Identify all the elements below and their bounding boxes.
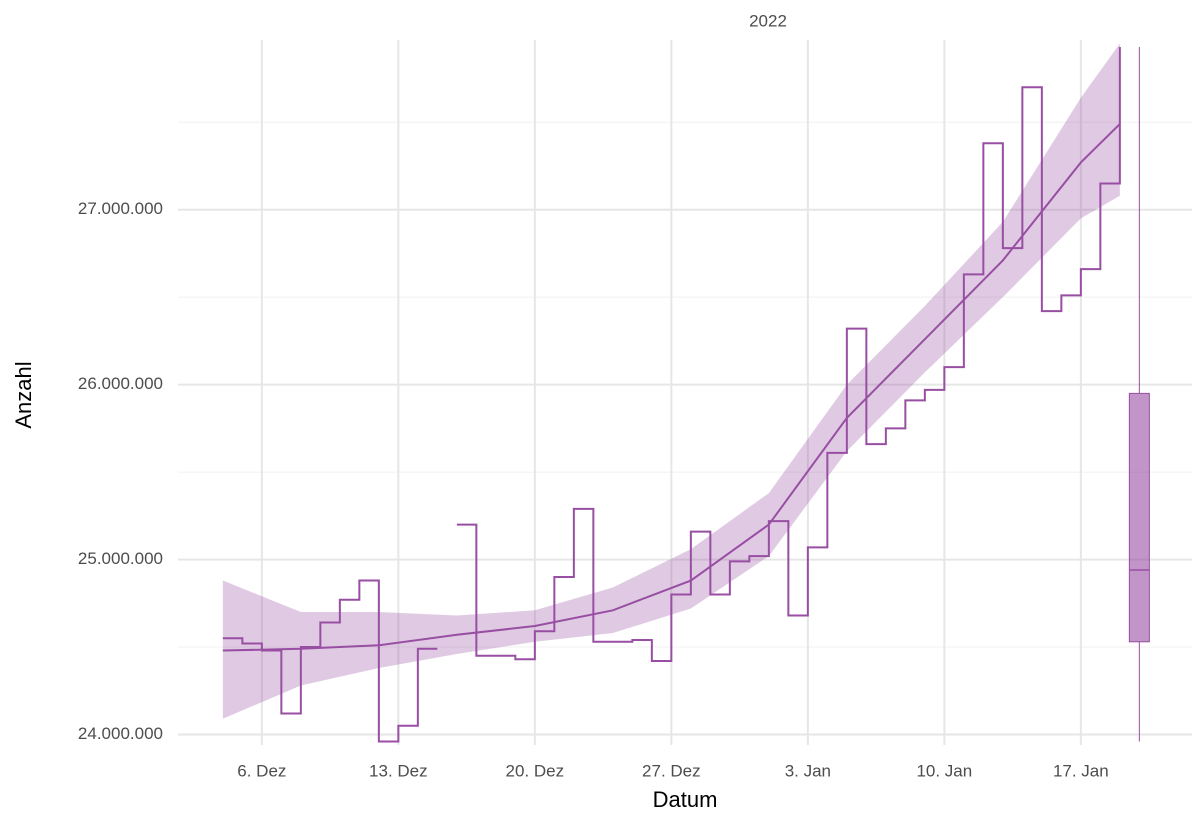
facet-title: 2022: [749, 11, 787, 30]
x-tick-label: 27. Dez: [642, 761, 701, 780]
step-line: [222, 579, 438, 743]
confidence-band: [222, 43, 1120, 719]
x-tick-label: 6. Dez: [237, 761, 286, 780]
x-tick-label: 13. Dez: [369, 761, 428, 780]
x-tick-label: 10. Jan: [916, 761, 972, 780]
y-tick-label: 25.000.000: [78, 549, 163, 568]
box: [1128, 392, 1150, 643]
y-tick-label: 24.000.000: [78, 724, 163, 743]
x-axis-title: Datum: [653, 787, 718, 812]
x-tick-label: 3. Jan: [785, 761, 831, 780]
y-axis-title: Anzahl: [11, 361, 36, 428]
step-line: [456, 46, 1121, 663]
y-tick-label: 26.000.000: [78, 374, 163, 393]
y-tick-label: 27.000.000: [78, 199, 163, 218]
x-tick-label: 17. Jan: [1053, 761, 1109, 780]
x-tick-label: 20. Dez: [506, 761, 565, 780]
smooth-line: [222, 123, 1121, 652]
